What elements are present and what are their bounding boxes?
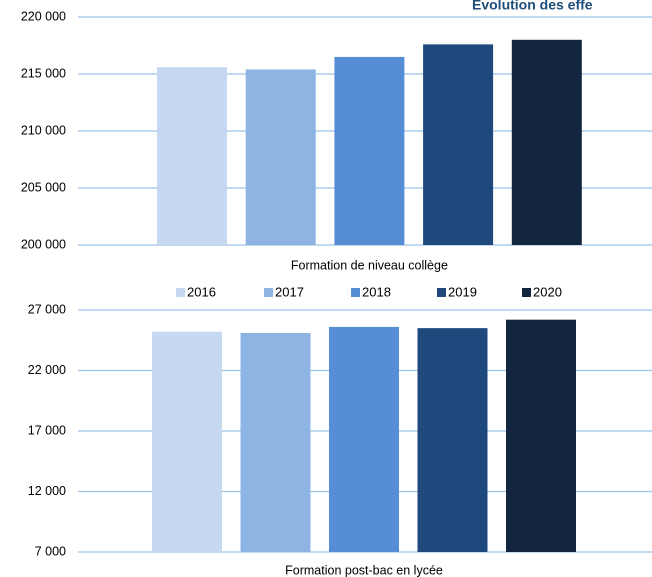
legend-label: 2017: [275, 284, 304, 299]
legend-swatch: [437, 288, 446, 297]
legend-label: 2016: [187, 284, 216, 299]
bar-2019: [417, 328, 488, 552]
legend-swatch: [176, 288, 185, 297]
bar-2020: [511, 39, 582, 245]
y-tick-label: 27 000: [28, 302, 66, 316]
bar-2016: [152, 331, 222, 552]
legend-swatch: [264, 288, 273, 297]
bar-2020: [506, 319, 576, 552]
panel-2: 7 000 12 000 17 000 22 000 27 000 Formation p…: [28, 302, 652, 577]
bar-2017: [240, 332, 311, 552]
legend-label: 2020: [533, 284, 562, 299]
category-label: Formation de niveau collège: [291, 258, 448, 272]
y-tick-label: 205 000: [21, 180, 66, 194]
y-tick-label: 220 000: [21, 9, 66, 23]
legend-item-2016: 2016: [176, 284, 216, 299]
category-label: Formation post-bac en lycée: [285, 563, 443, 577]
legend-label: 2018: [362, 284, 391, 299]
bar-2016: [157, 67, 227, 245]
bar-2018: [329, 326, 399, 552]
y-tick-label: 7 000: [35, 544, 66, 558]
legend-item-2020: 2020: [522, 284, 562, 299]
bar-2018: [334, 56, 405, 246]
legend-swatch: [522, 288, 531, 297]
panel-1: 200 000 205 000 210 000 215 000 220 000 Forma…: [21, 9, 652, 272]
legend: 2016 2017 2018 2019 2020: [176, 284, 562, 299]
legend-item-2018: 2018: [351, 284, 391, 299]
y-tick-label: 22 000: [28, 363, 66, 377]
chart-title: Evolution des effe: [472, 0, 593, 13]
legend-swatch: [351, 288, 360, 297]
y-tick-label: 17 000: [28, 423, 66, 437]
chart-panels: 200 000 205 000 210 000 215 000 220 000 Forma…: [21, 9, 652, 577]
y-tick-label: 12 000: [28, 484, 66, 498]
y-tick-label: 200 000: [21, 237, 66, 251]
y-tick-label: 210 000: [21, 123, 66, 137]
bar-2017: [245, 69, 316, 245]
bar-2019: [423, 44, 494, 245]
y-tick-label: 215 000: [21, 66, 66, 80]
legend-label: 2019: [448, 284, 477, 299]
legend-item-2019: 2019: [437, 284, 477, 299]
legend-item-2017: 2017: [264, 284, 304, 299]
